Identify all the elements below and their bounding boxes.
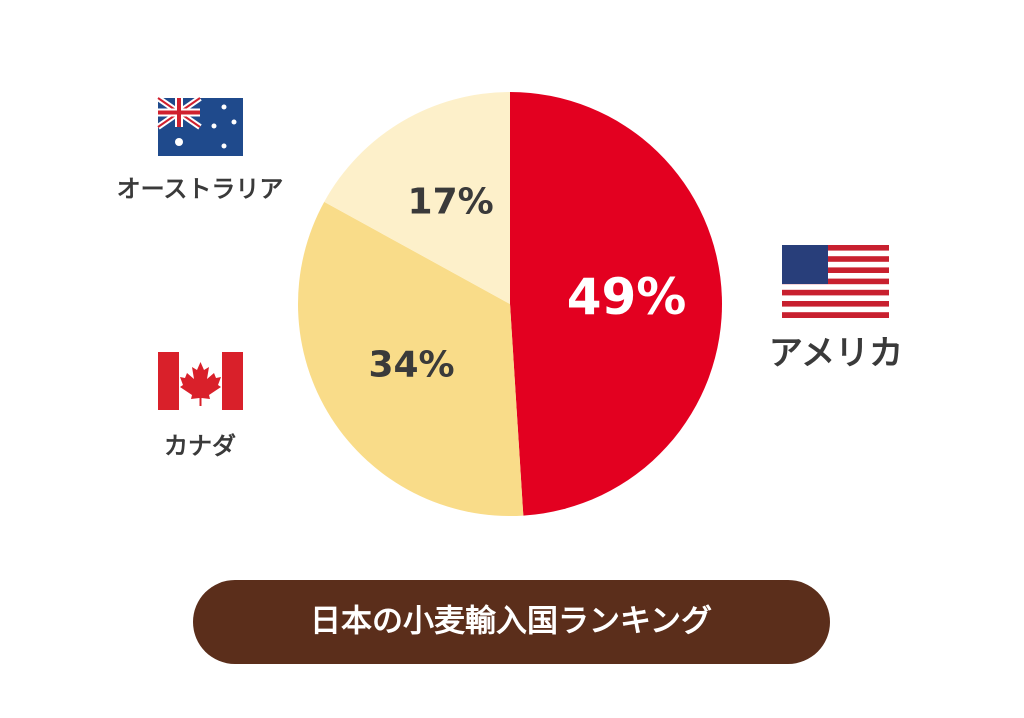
pie-slice [510,92,722,516]
value-label: 34% [368,344,454,385]
category-label: アメリカ [769,334,903,374]
category-label: オーストラリア [117,175,284,203]
flag-canada [158,352,243,410]
value-label: 17% [408,182,494,223]
pie-slice [324,92,510,304]
value-label: 49% [567,268,687,326]
flag-australia [156,95,243,156]
pie-slice [298,201,524,516]
chart-title: 日本の小麦輸入国ランキング [310,604,712,640]
title-background [193,580,830,664]
flag-usa [782,245,889,318]
category-label: カナダ [164,432,236,460]
